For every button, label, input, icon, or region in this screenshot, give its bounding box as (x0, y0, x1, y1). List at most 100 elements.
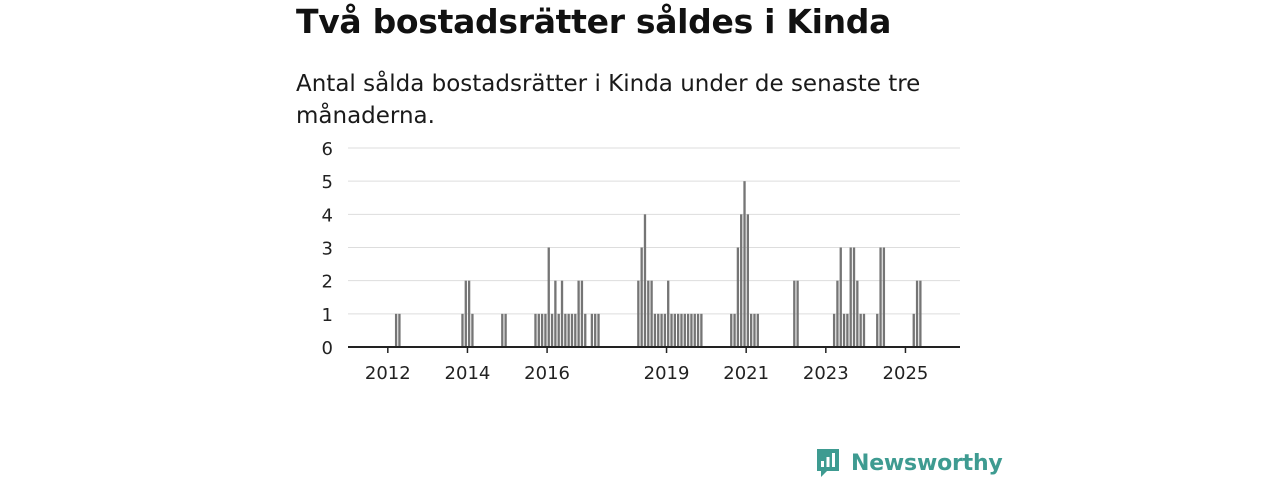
bar (547, 247, 550, 347)
bar (730, 313, 733, 347)
bar (700, 313, 703, 347)
bar (590, 313, 594, 347)
x-tick-label: 2014 (445, 363, 491, 384)
bar (657, 313, 660, 347)
y-tick-label: 4 (322, 205, 333, 226)
data-labels: 2 (928, 0, 940, 5)
bar (647, 280, 650, 347)
x-tick-label: 2025 (883, 363, 929, 384)
bar (501, 313, 504, 347)
bar (637, 280, 640, 347)
bar (550, 313, 554, 347)
bar (570, 313, 574, 347)
bar (839, 247, 842, 347)
chart-title: Två bostadsrätter såldes i Kinda (296, 2, 892, 41)
bar (736, 247, 740, 347)
bar (746, 214, 749, 347)
bar (879, 247, 882, 347)
bar (464, 280, 467, 347)
bar (670, 313, 673, 347)
x-tick-label: 2012 (365, 363, 411, 384)
bar (643, 214, 647, 347)
bar (743, 181, 746, 347)
bar (836, 280, 839, 347)
bar (577, 280, 580, 347)
bar (394, 313, 398, 347)
bar (696, 313, 700, 347)
bar (882, 247, 886, 347)
y-tick-label: 5 (322, 172, 333, 193)
bar (504, 313, 507, 347)
bar (756, 313, 759, 347)
bar (673, 313, 676, 347)
bar (876, 313, 879, 347)
bar (683, 313, 686, 347)
bar (560, 280, 564, 347)
bar (580, 280, 584, 347)
bar (846, 313, 849, 347)
bar (842, 313, 846, 347)
bar (849, 247, 852, 347)
bar (461, 313, 464, 347)
bar (832, 313, 836, 347)
x-tick-label: 2019 (644, 363, 690, 384)
y-tick-label: 1 (322, 305, 333, 326)
bar (733, 313, 736, 347)
x-axis-ticks: 2012 2014 2016 2019 2021 2023 2025 (365, 347, 928, 384)
bar (690, 313, 693, 347)
bar (680, 313, 683, 347)
x-tick-label: 2021 (723, 363, 769, 384)
bar (862, 313, 866, 347)
bar (912, 313, 915, 347)
bar (537, 313, 540, 347)
bars (394, 181, 922, 347)
highlight-value-label: 2 (928, 0, 940, 5)
newsworthy-logo[interactable]: Newsworthy (815, 446, 1003, 480)
bar (574, 313, 577, 347)
newsworthy-wordmark: Newsworthy (851, 450, 1003, 476)
bar (594, 313, 597, 347)
chart-subtitle: Antal sålda bostadsrätter i Kinda under … (296, 71, 921, 129)
bar (750, 313, 753, 347)
y-tick-label: 2 (322, 272, 333, 293)
bar (544, 313, 547, 347)
bar (753, 313, 756, 347)
bar (686, 313, 690, 347)
bar (796, 280, 799, 347)
bar (667, 280, 670, 347)
bar (793, 280, 796, 347)
grid-lines (348, 147, 960, 315)
bar (852, 247, 856, 347)
bar (567, 313, 570, 347)
bar (584, 313, 587, 347)
bar (650, 280, 653, 347)
bar (398, 313, 401, 347)
y-tick-label: 6 (322, 139, 333, 160)
bar (677, 313, 680, 347)
bar (915, 280, 919, 347)
bar (653, 313, 657, 347)
bar (540, 313, 544, 347)
bar (740, 214, 743, 347)
newsworthy-logo-icon (817, 449, 839, 477)
y-tick-label: 0 (322, 338, 333, 359)
x-tick-label: 2023 (803, 363, 849, 384)
bar (554, 280, 557, 347)
bar (660, 313, 663, 347)
bar (640, 247, 643, 347)
bar (467, 280, 471, 347)
bar (534, 313, 537, 347)
bar (919, 280, 922, 347)
bar (859, 313, 862, 347)
bar (597, 313, 600, 347)
bar (693, 313, 696, 347)
y-axis-ticks: 0 1 2 3 4 5 6 (322, 139, 333, 359)
y-tick-label: 3 (322, 239, 333, 260)
bar (564, 313, 567, 347)
bar (663, 313, 667, 347)
bar (471, 313, 474, 347)
x-tick-label: 2016 (524, 363, 570, 384)
bar (557, 313, 560, 347)
bar (856, 280, 859, 347)
